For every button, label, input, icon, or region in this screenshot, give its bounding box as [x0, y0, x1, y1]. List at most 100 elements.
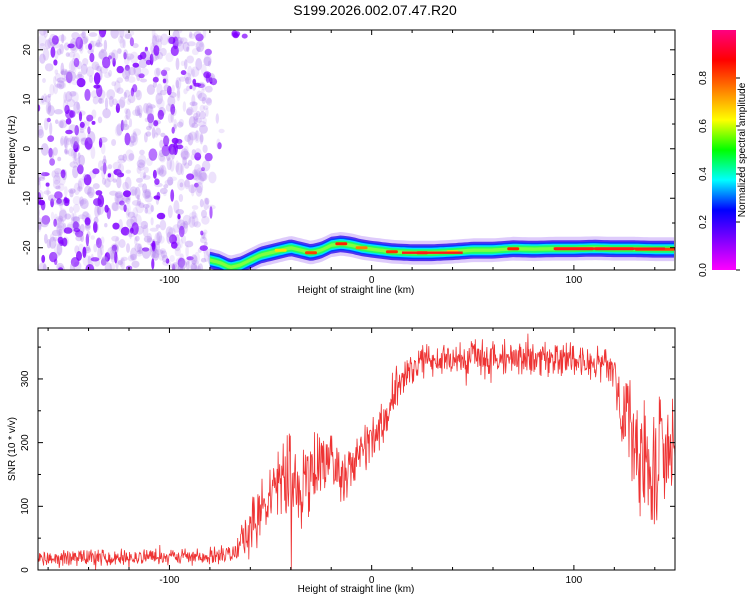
noise-blob [128, 118, 133, 128]
noise-blob [145, 202, 154, 215]
noise-blob [97, 246, 103, 260]
noise-blob [71, 136, 75, 145]
noise-blob [157, 109, 164, 120]
noise-blob [44, 63, 54, 72]
colorbar-tick-label: 0.2 [698, 215, 709, 229]
noise-blob [39, 43, 46, 51]
noise-blob [49, 236, 57, 249]
noise-blob [155, 92, 163, 105]
noise-blob [175, 209, 184, 215]
noise-blob [60, 135, 65, 146]
noise-blob [120, 119, 125, 131]
noise-blob [204, 152, 213, 162]
noise-blob [128, 66, 136, 76]
noise-blob [58, 173, 66, 186]
noise-blob [93, 198, 102, 207]
noise-blob [185, 76, 190, 85]
noise-blob [134, 105, 141, 117]
noise-blob [98, 160, 104, 171]
noise-blob [132, 43, 139, 49]
noise-blob [134, 243, 142, 253]
noise-blob [67, 43, 75, 49]
noise-blob [175, 40, 184, 45]
noise-blob [215, 113, 219, 124]
snr-ticks: -100 0 100 0 100 200 300 [20, 328, 675, 586]
noise-blob [71, 91, 79, 104]
noise-blob [45, 102, 52, 115]
noise-blob [84, 137, 93, 150]
noise-blob [50, 198, 54, 208]
noise-blob [46, 117, 51, 123]
noise-blob [49, 251, 58, 263]
ridge-hotspot [335, 242, 348, 246]
noise-blob [104, 252, 111, 262]
colorbar-ticks: 0.0 0.2 0.4 0.6 0.8 [698, 71, 740, 277]
noise-blob [166, 231, 173, 245]
noise-blob [204, 197, 210, 205]
noise-blob [50, 211, 55, 221]
noise-blob [57, 236, 64, 245]
noise-blob [169, 234, 177, 245]
noise-blob [182, 220, 189, 229]
noise-blob [194, 171, 198, 177]
noise-blob [87, 126, 91, 135]
noise-blob [58, 183, 65, 191]
noise-blob [148, 148, 158, 161]
ridge-hotspot [385, 250, 398, 254]
noise-blob [43, 93, 47, 103]
noise-blob [205, 97, 212, 104]
noise-blob [98, 97, 103, 104]
noise-blob [200, 236, 208, 244]
noise-blob [98, 243, 104, 249]
noise-blob [191, 149, 196, 156]
noise-blob [124, 176, 132, 190]
noise-blob [77, 71, 83, 78]
noise-blob [126, 55, 131, 62]
noise-blob [143, 190, 152, 199]
noise-blob [175, 160, 179, 173]
noise-blob [203, 71, 212, 79]
y-tick-label: -10 [22, 191, 33, 206]
noise-blob [169, 255, 175, 262]
noise-blob [41, 215, 51, 225]
noise-blob [156, 167, 164, 176]
noise-blob [137, 162, 145, 171]
noise-blob [124, 89, 131, 98]
noise-blob [134, 186, 141, 199]
noise-blob [111, 139, 117, 146]
noise-blob [138, 183, 144, 188]
noise-blob [195, 40, 205, 52]
noise-blob [183, 145, 189, 156]
noise-blob [190, 264, 198, 270]
noise-blob [118, 259, 124, 267]
noise-blob [207, 60, 211, 67]
noise-blob [111, 244, 117, 252]
noise-blob [155, 249, 164, 255]
noise-blob [122, 39, 126, 49]
noise-blob [84, 217, 91, 226]
noise-blob [38, 262, 47, 270]
noise-blob [52, 147, 58, 156]
noise-blob [158, 235, 165, 244]
noise-blob [191, 205, 199, 210]
noise-blob [178, 194, 184, 202]
noise-blob [96, 65, 102, 72]
noise-blob [127, 254, 135, 262]
noise-blob [205, 98, 213, 106]
noise-blob [201, 167, 205, 172]
noise-blob [95, 42, 103, 48]
noise-blob [186, 173, 195, 180]
noise-blob [202, 144, 208, 154]
noise-blob [98, 137, 103, 148]
noise-blob [218, 128, 225, 134]
noise-blob [109, 190, 118, 196]
noise-blob [75, 36, 83, 50]
noise-blob [90, 257, 100, 262]
noise-blob [136, 165, 142, 174]
noise-blob [193, 169, 201, 181]
noise-blob [170, 189, 175, 202]
noise-blob [196, 181, 204, 194]
noise-blob [204, 48, 212, 56]
noise-blob [167, 205, 173, 219]
